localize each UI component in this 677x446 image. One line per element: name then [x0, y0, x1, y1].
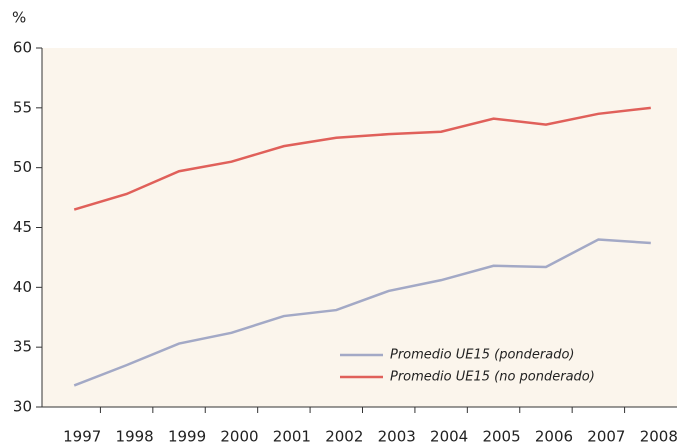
x-tick-label: 2000	[220, 428, 258, 446]
x-tick-label: 2001	[273, 428, 311, 446]
legend-label: Promedio UE15 (no ponderado)	[390, 370, 595, 385]
y-tick-label: 60	[13, 39, 32, 57]
x-tick-label: 2006	[535, 428, 573, 446]
x-tick-label: 2004	[430, 428, 468, 446]
series-line	[73, 106, 651, 211]
x-tick-label: 1998	[116, 428, 154, 446]
y-tick-label: 35	[13, 338, 32, 356]
x-tick-label: 2008	[640, 428, 677, 446]
y-tick-label: 45	[13, 218, 32, 236]
plot-area	[42, 48, 677, 407]
x-tick-label: 2002	[325, 428, 363, 446]
y-tick-label: 55	[13, 98, 32, 116]
series-line	[73, 238, 651, 387]
x-tick-label: 2005	[482, 428, 520, 446]
y-tick-label: 40	[13, 278, 32, 296]
y-tick-label: 30	[13, 398, 32, 416]
x-tick-label: 2007	[587, 428, 625, 446]
x-tick-label: 1999	[168, 428, 206, 446]
y-unit: %	[12, 9, 26, 27]
x-tick-label: 1997	[63, 428, 101, 446]
y-tick-label: 50	[13, 158, 32, 176]
x-tick-label: 2003	[378, 428, 416, 446]
legend-label: Promedio UE15 (ponderado)	[390, 348, 575, 363]
